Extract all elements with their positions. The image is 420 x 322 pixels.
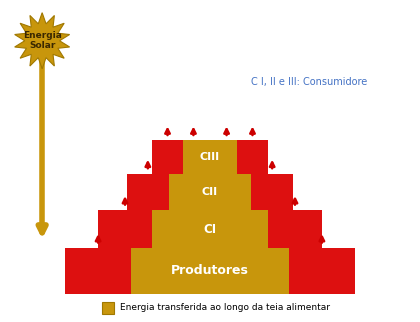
Bar xyxy=(168,174,252,210)
Text: Produtores: Produtores xyxy=(171,264,249,278)
Bar xyxy=(289,248,355,294)
Text: C I, II e III: Consumidore: C I, II e III: Consumidore xyxy=(252,77,368,87)
Bar xyxy=(131,248,289,294)
Text: CIII: CIII xyxy=(200,152,220,162)
Text: CI: CI xyxy=(203,223,217,235)
Bar xyxy=(268,210,322,248)
Bar xyxy=(152,140,183,174)
Bar xyxy=(252,174,293,210)
Text: Energia transferida ao longo da teia alimentar: Energia transferida ao longo da teia ali… xyxy=(120,303,330,312)
Bar xyxy=(65,248,131,294)
Text: Energia
Solar: Energia Solar xyxy=(23,31,62,51)
Bar xyxy=(152,210,268,248)
Bar xyxy=(183,140,237,174)
Bar xyxy=(127,174,168,210)
Bar xyxy=(102,302,114,314)
Text: CII: CII xyxy=(202,187,218,197)
Bar xyxy=(98,210,152,248)
Bar xyxy=(237,140,268,174)
Polygon shape xyxy=(15,13,70,69)
